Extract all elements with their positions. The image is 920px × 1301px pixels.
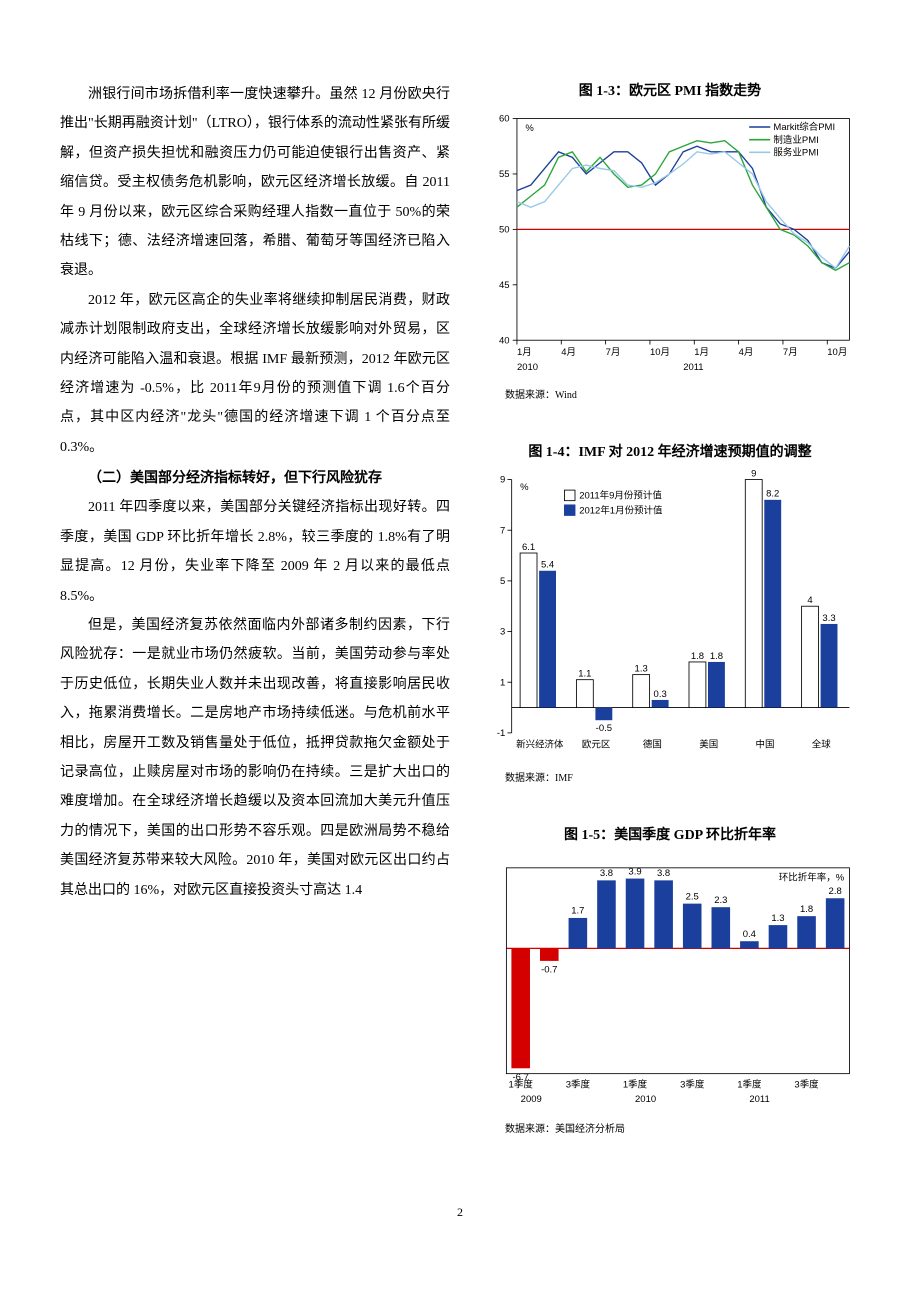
svg-text:4月: 4月 xyxy=(739,347,754,358)
svg-text:7: 7 xyxy=(500,526,505,537)
svg-text:1季度: 1季度 xyxy=(509,1078,534,1090)
svg-text:4: 4 xyxy=(807,595,812,606)
svg-text:-0.5: -0.5 xyxy=(596,723,612,734)
chart-1-5-source: 数据来源：美国经济分析局 xyxy=(480,1120,860,1135)
svg-text:Markit综合PMI: Markit综合PMI xyxy=(773,121,835,133)
paragraph-3: 2011 年四季度以来，美国部分关键经济指标出现好转。四季度，美国 GDP 环比… xyxy=(60,493,450,611)
svg-text:7月: 7月 xyxy=(783,347,798,358)
svg-text:美国: 美国 xyxy=(699,739,718,751)
svg-text:1.8: 1.8 xyxy=(710,651,723,662)
svg-text:2011年9月份预计值: 2011年9月份预计值 xyxy=(579,490,662,502)
svg-text:2.8: 2.8 xyxy=(829,886,842,897)
svg-text:3.8: 3.8 xyxy=(657,868,670,879)
svg-text:2.3: 2.3 xyxy=(714,895,727,906)
svg-text:欧元区: 欧元区 xyxy=(582,739,611,751)
svg-text:45: 45 xyxy=(499,280,510,291)
chart-1-3-source: 数据来源：Wind xyxy=(480,386,860,401)
svg-text:3季度: 3季度 xyxy=(566,1078,591,1090)
paragraph-4: 但是，美国经济复苏依然面临内外部诸多制约因素，下行风险犹存：一是就业市场仍然疲软… xyxy=(60,611,450,905)
svg-text:10月: 10月 xyxy=(827,347,847,358)
svg-text:1.3: 1.3 xyxy=(771,913,784,924)
svg-text:-1: -1 xyxy=(497,728,505,739)
charts-column: 图 1-3：欧元区 PMI 指数走势 4045505560%1月4月7月10月1… xyxy=(480,80,860,1175)
paragraph-1: 洲银行间市场拆借利率一度快速攀升。虽然 12 月份欧央行推出"长期再融资计划"（… xyxy=(60,80,450,286)
svg-text:10月: 10月 xyxy=(650,347,670,358)
svg-text:服务业PMI: 服务业PMI xyxy=(773,146,818,158)
svg-text:1季度: 1季度 xyxy=(737,1078,762,1090)
svg-text:%: % xyxy=(520,483,529,494)
svg-text:2010: 2010 xyxy=(517,362,538,373)
svg-text:55: 55 xyxy=(499,169,510,180)
svg-text:制造业PMI: 制造业PMI xyxy=(773,134,818,146)
svg-text:3.9: 3.9 xyxy=(628,866,641,877)
svg-text:3.8: 3.8 xyxy=(600,868,613,879)
svg-text:%: % xyxy=(525,123,534,134)
svg-text:9: 9 xyxy=(751,469,756,479)
svg-text:德国: 德国 xyxy=(643,739,662,751)
svg-text:3季度: 3季度 xyxy=(794,1078,819,1090)
svg-text:1.8: 1.8 xyxy=(691,651,704,662)
chart-1-5-title: 图 1-5：美国季度 GDP 环比折年率 xyxy=(480,824,860,844)
chart-1-4: 图 1-4：IMF 对 2012 年经济增速预期值的调整 -1 1 3 5 7 9% 6.1… xyxy=(480,441,860,784)
svg-text:5: 5 xyxy=(500,576,505,587)
svg-text:5.4: 5.4 xyxy=(541,560,554,571)
chart-1-3-svg: 40 45 50 55 60% 1月 4月 7月 10月 1月 4月 7月 10月 2010 2011 Mar… xyxy=(480,108,860,382)
svg-text:1.3: 1.3 xyxy=(635,664,648,675)
svg-text:4月: 4月 xyxy=(561,347,576,358)
chart-1-3: 图 1-3：欧元区 PMI 指数走势 40 45 50 55 60% 1月 4月 7月 10月 1… xyxy=(480,80,860,401)
chart-1-4-svg: -1 1 3 5 7 9% 6.1 5.4 新兴经济体 1.1 -0.5 欧元区 1.3 0.3 德国 1.8… xyxy=(480,469,860,765)
chart-1-5: 图 1-5：美国季度 GDP 环比折年率 环比折年率，%-6.7-0.71.73… xyxy=(480,824,860,1135)
svg-text:2009: 2009 xyxy=(521,1094,542,1105)
svg-text:新兴经济体: 新兴经济体 xyxy=(516,739,564,751)
chart-1-4-title: 图 1-4：IMF 对 2012 年经济增速预期值的调整 xyxy=(480,441,860,461)
svg-text:6.1: 6.1 xyxy=(522,542,535,553)
svg-text:0.4: 0.4 xyxy=(743,929,756,940)
svg-text:全球: 全球 xyxy=(812,739,831,751)
svg-text:40: 40 xyxy=(499,335,510,346)
chart-1-4-source: 数据来源：IMF xyxy=(480,769,860,784)
svg-text:1.7: 1.7 xyxy=(571,906,584,917)
svg-text:2.5: 2.5 xyxy=(686,891,699,902)
svg-text:2010: 2010 xyxy=(635,1094,656,1105)
svg-text:1月: 1月 xyxy=(694,347,709,358)
svg-text:3: 3 xyxy=(500,627,505,638)
svg-text:2011: 2011 xyxy=(749,1094,769,1105)
svg-text:7月: 7月 xyxy=(606,347,621,358)
svg-text:1.1: 1.1 xyxy=(578,669,591,680)
chart-1-5-svg: 环比折年率，%-6.7-0.71.73.83.93.82.52.30.41.31… xyxy=(480,852,860,1116)
svg-text:8.2: 8.2 xyxy=(766,489,779,500)
svg-text:3.3: 3.3 xyxy=(822,613,835,624)
svg-text:1: 1 xyxy=(500,678,505,689)
svg-text:2012年1月份预计值: 2012年1月份预计值 xyxy=(579,505,663,517)
svg-text:2011: 2011 xyxy=(683,362,703,373)
svg-text:9: 9 xyxy=(500,475,505,486)
svg-text:-0.7: -0.7 xyxy=(541,964,557,975)
svg-text:3季度: 3季度 xyxy=(680,1078,705,1090)
paragraph-2: 2012 年，欧元区高企的失业率将继续抑制居民消费，财政减赤计划限制政府支出，全… xyxy=(60,286,450,462)
svg-text:0.3: 0.3 xyxy=(654,689,667,700)
svg-text:1.8: 1.8 xyxy=(800,904,813,915)
svg-text:1月: 1月 xyxy=(517,347,532,358)
page-number: 2 xyxy=(60,1205,860,1220)
svg-text:1季度: 1季度 xyxy=(623,1078,648,1090)
svg-text:环比折年率，%: 环比折年率，% xyxy=(779,871,845,883)
text-column: 洲银行间市场拆借利率一度快速攀升。虽然 12 月份欧央行推出"长期再融资计划"（… xyxy=(60,80,450,1175)
chart-1-3-title: 图 1-3：欧元区 PMI 指数走势 xyxy=(480,80,860,100)
svg-text:50: 50 xyxy=(499,225,510,236)
svg-text:中国: 中国 xyxy=(756,739,775,751)
svg-text:60: 60 xyxy=(499,114,510,125)
subheading-2: （二）美国部分经济指标转好，但下行风险犹存 xyxy=(60,464,450,493)
